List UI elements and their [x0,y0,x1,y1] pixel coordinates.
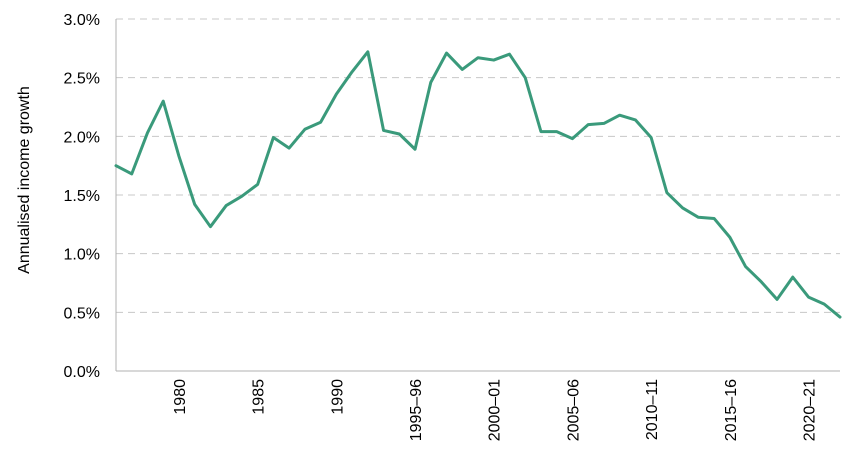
y-tick-label: 3.0% [64,12,100,29]
y-tick-label: 1.5% [64,188,100,205]
x-tick-label: 2020–21 [802,379,819,441]
y-tick-label: 2.0% [64,129,100,146]
y-tick-label: 0.5% [64,305,100,322]
y-tick-label: 1.0% [64,247,100,264]
gridlines [116,18,840,313]
x-tick-label: 1990 [329,379,346,415]
x-tick-label: 2015–16 [723,379,740,441]
y-tick-label: 0.0% [64,364,100,381]
x-tick-label: 2005–06 [565,379,582,441]
x-tick-label: 2000–01 [487,379,504,441]
x-tick-label: 1995–96 [408,379,425,441]
series-line [114,50,842,319]
x-tick-label: 1985 [251,379,268,415]
y-tick-label: 2.5% [64,71,100,88]
y-tick-labels: 0.0% 0.5% 1.0% 1.5% 2.0% 2.5% 3.0% [64,12,100,381]
y-axis-label: Annualised income growth [16,86,33,274]
x-tick-label: 1980 [172,379,189,415]
x-tick-labels: 1980 1985 1990 1995–96 2000–01 2005–06 2010–11… [172,379,819,441]
x-tick-label: 2010–11 [644,379,661,440]
